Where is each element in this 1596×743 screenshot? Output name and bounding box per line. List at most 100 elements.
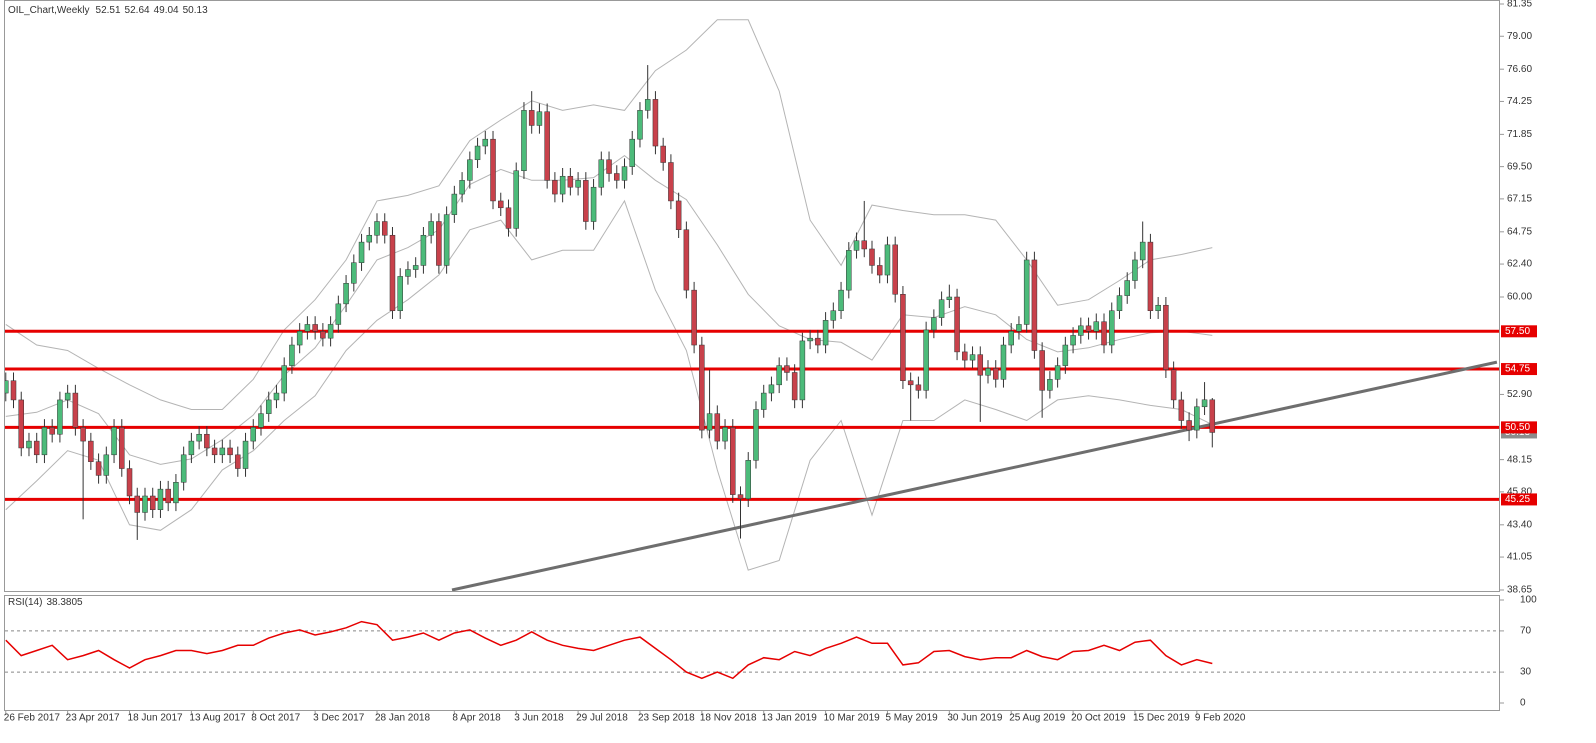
candle-body: [853, 240, 860, 251]
axes: 81.35 79.00 76.60 74.25 71.85 69.50 67.15 64.75…: [4, 0, 1537, 724]
symbol: OIL_Chart,Weekly: [8, 5, 90, 16]
candle-body: [72, 392, 79, 428]
y-tick-label: 60.00: [1507, 292, 1532, 303]
candle-body: [884, 244, 891, 276]
candle-body: [134, 495, 141, 513]
y-tick-label: 52.90: [1507, 389, 1532, 400]
candle-body: [784, 365, 790, 373]
candle-body: [33, 440, 40, 456]
candle-body: [1201, 399, 1208, 408]
candle-body: [1139, 241, 1146, 261]
x-tick-label: 18 Nov 2018: [700, 713, 757, 724]
candle-body: [204, 433, 210, 449]
candle-body: [590, 186, 597, 222]
candle-body: [962, 351, 968, 361]
candle-body: [977, 354, 984, 376]
candle-body: [799, 340, 806, 401]
candle-body: [320, 331, 326, 339]
x-tick-label: 26 Feb 2017: [4, 713, 61, 724]
candle-body: [289, 344, 295, 366]
candle-body: [838, 289, 844, 311]
x-tick-label: 28 Jan 2018: [375, 713, 430, 724]
x-tick-label: 25 Aug 2019: [1009, 713, 1066, 724]
candle-body: [1016, 324, 1022, 332]
candle-body: [985, 368, 991, 376]
candle-body: [351, 262, 357, 284]
candle-body: [776, 365, 782, 386]
band-lower: [5, 199, 1213, 571]
rsi-last: 38.3805: [46, 597, 83, 608]
candle-body: [1178, 399, 1185, 421]
candle-body: [80, 427, 86, 442]
candle-body: [915, 384, 922, 391]
candle-body: [358, 241, 365, 263]
rsi-y-tick-label: 0: [1520, 698, 1526, 709]
x-tick-label: 20 Oct 2019: [1071, 713, 1126, 724]
candle-body: [1039, 350, 1045, 391]
candle-body: [327, 324, 334, 339]
price-panel: [4, 0, 1500, 592]
candle-body: [699, 344, 705, 431]
level-box: [1501, 325, 1537, 338]
candle-body: [265, 399, 272, 414]
candle-body: [869, 248, 875, 266]
y-tick-label: 71.85: [1507, 129, 1532, 140]
candle-body: [157, 488, 164, 510]
candle-body: [436, 221, 442, 266]
y-tick-label: 41.05: [1507, 552, 1532, 563]
trendline: [451, 360, 1498, 591]
candle-body: [513, 170, 519, 229]
last-open: 52.51: [96, 5, 121, 16]
y-tick-label: 76.60: [1507, 64, 1532, 75]
candle-body: [111, 427, 117, 456]
candle-body: [714, 413, 721, 442]
candle-body: [815, 337, 821, 346]
candle-body: [18, 399, 24, 449]
level-box: [1501, 493, 1537, 506]
candle-body: [621, 166, 628, 181]
candle-body: [1108, 310, 1115, 346]
candle-body: [575, 180, 581, 188]
candle-body: [1054, 365, 1061, 380]
candle-body: [1023, 259, 1030, 325]
level-label: 45.25: [1505, 494, 1530, 505]
candle-body: [730, 427, 736, 495]
candle-body: [544, 111, 550, 181]
candle-body: [969, 354, 976, 361]
candle-body: [343, 283, 349, 305]
candle-body: [660, 145, 666, 163]
x-tick-label: 30 Jun 2019: [947, 713, 1002, 724]
y-tick-label: 48.15: [1507, 454, 1532, 465]
candle-body: [644, 99, 651, 111]
x-tick-label: 23 Sep 2018: [638, 713, 695, 724]
candle-body: [428, 221, 434, 236]
rsi-title: RSI(14): [8, 597, 42, 608]
candle-body: [923, 329, 929, 391]
price-plot: [5, 19, 1499, 591]
candle-body: [95, 461, 102, 476]
candle-body: [745, 460, 751, 499]
candle-body: [931, 317, 937, 331]
candle-body: [482, 138, 489, 147]
x-tick-label: 3 Jun 2018: [514, 713, 564, 724]
x-tick-label: 18 Jun 2017: [128, 713, 183, 724]
candle-body: [412, 265, 419, 270]
candle-body: [768, 384, 775, 394]
candle-body: [188, 440, 195, 456]
candle-body: [528, 110, 535, 126]
candle-body: [366, 234, 373, 243]
candle-body: [892, 244, 898, 295]
rsi-y-tick-label: 100: [1520, 595, 1537, 606]
candle-body: [807, 337, 813, 342]
candle-body: [691, 289, 697, 346]
candle-body: [10, 380, 17, 401]
candle-body: [49, 427, 55, 435]
candle-body: [88, 440, 94, 462]
x-tick-label: 13 Aug 2017: [189, 713, 246, 724]
candle-body: [1124, 280, 1130, 296]
candle-body: [1116, 295, 1123, 311]
candle-body: [954, 296, 960, 353]
candle-body: [227, 447, 233, 456]
x-tick-label: 10 Mar 2019: [824, 713, 881, 724]
candle-body: [505, 207, 512, 229]
